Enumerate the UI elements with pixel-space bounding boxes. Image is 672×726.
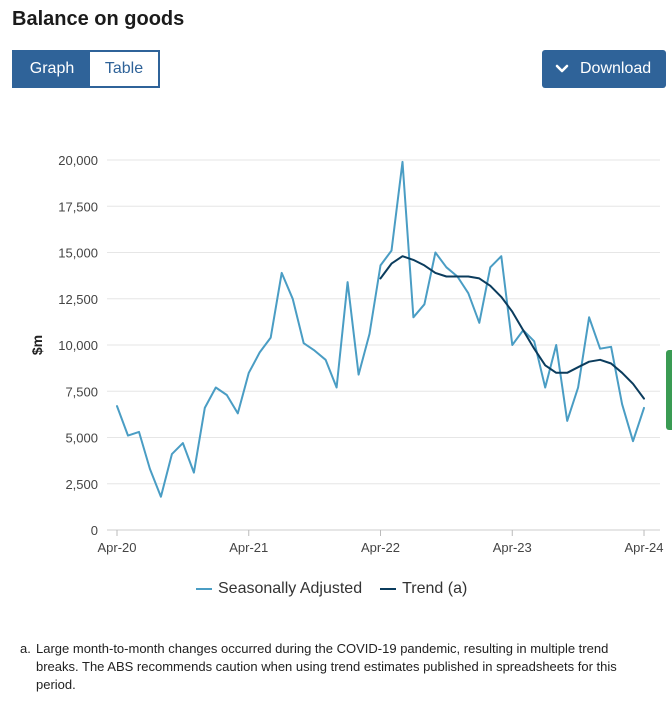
- tab-table[interactable]: Table: [90, 52, 158, 86]
- x-tick-label: Apr-24: [625, 540, 664, 555]
- legend-swatch-seasonal: [196, 588, 212, 590]
- legend-item-trend[interactable]: Trend (a): [380, 580, 467, 598]
- chevron-down-icon: [555, 64, 569, 73]
- y-tick-label: 20,000: [58, 153, 98, 168]
- y-tick-label: 7,500: [65, 384, 98, 399]
- feedback-side-tab[interactable]: [666, 350, 672, 430]
- y-tick-label: 0: [91, 523, 98, 538]
- y-axis-label: $m: [29, 335, 45, 355]
- x-tick-label: Apr-22: [361, 540, 400, 555]
- download-button[interactable]: Download: [542, 50, 666, 88]
- legend-swatch-trend: [380, 588, 397, 590]
- chart-legend: Seasonally Adjusted Trend (a): [196, 580, 485, 598]
- x-tick-label: Apr-23: [493, 540, 532, 555]
- y-tick-label: 12,500: [58, 292, 98, 307]
- footnote-marker: a.: [20, 641, 31, 656]
- y-tick-label: 2,500: [65, 477, 98, 492]
- view-toggle: Graph Table: [12, 50, 160, 88]
- legend-label-seasonal: Seasonally Adjusted: [218, 580, 363, 597]
- y-tick-label: 10,000: [58, 338, 98, 353]
- footnote: a. Large month-to-month changes occurred…: [20, 640, 650, 694]
- y-tick-label: 15,000: [58, 246, 98, 261]
- chart-series: [116, 160, 645, 498]
- x-axis-ticks: Apr-20 Apr-21 Apr-22 Apr-23 Apr-24: [97, 530, 664, 555]
- chart-gridlines: [107, 159, 660, 531]
- series-line-trend[interactable]: [379, 255, 645, 400]
- y-axis-ticks: 0 2,500 5,000 7,500 10,000 12,500 15,000 17,500…: [58, 153, 98, 538]
- series-line-seasonal-adjusted[interactable]: [116, 160, 645, 498]
- x-tick-label: Apr-20: [97, 540, 136, 555]
- tab-graph[interactable]: Graph: [14, 52, 90, 86]
- balance-chart: 0 2,500 5,000 7,500 10,000 12,500 15,000 17,500…: [29, 153, 664, 555]
- legend-label-trend: Trend (a): [402, 580, 468, 597]
- y-tick-label: 5,000: [65, 431, 98, 446]
- x-tick-label: Apr-21: [229, 540, 268, 555]
- y-tick-label: 17,500: [58, 199, 98, 214]
- footnote-text: Large month-to-month changes occurred du…: [36, 641, 617, 692]
- download-label: Download: [580, 60, 652, 77]
- page-title: Balance on goods: [12, 8, 185, 30]
- legend-item-seasonal[interactable]: Seasonally Adjusted: [196, 580, 362, 598]
